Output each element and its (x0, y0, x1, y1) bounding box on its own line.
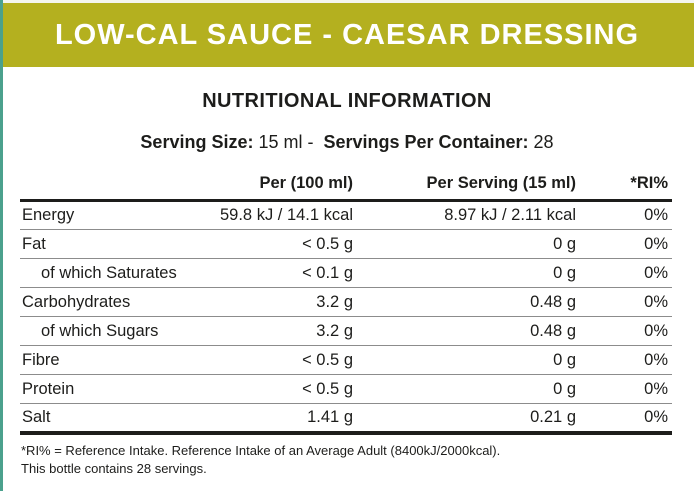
dash-separator: - (307, 132, 314, 152)
per-100ml-value: 3.2 g (316, 321, 353, 340)
per-serving-value: 0 g (553, 263, 576, 282)
table-row-sugars: of which Sugars 3.2 g 0.48 g 0% (20, 317, 672, 346)
column-header-ri-percent: *RI% (630, 174, 668, 192)
servings-per-container-label: Servings Per Container: (323, 132, 529, 152)
column-header-per-100ml: Per (100 ml) (259, 174, 353, 192)
nutrient-label: Fat (22, 234, 46, 253)
ri-percent-value: 0% (644, 206, 668, 224)
nutrient-label: Salt (22, 407, 51, 426)
ri-percent-value: 0% (644, 321, 668, 340)
footnote: *RI% = Reference Intake. Reference Intak… (21, 442, 694, 479)
ri-percent-value: 0% (644, 292, 668, 311)
servings-per-container-value: 28 (533, 132, 554, 152)
per-serving-value: 0 g (553, 234, 576, 253)
per-serving-value: 0.48 g (530, 321, 576, 340)
column-header-nutrient (20, 174, 220, 201)
nutrient-label: Energy (22, 206, 75, 224)
ri-percent-value: 0% (644, 407, 668, 426)
nutrition-facts-table: Per (100 ml) Per Serving (15 ml) *RI% En… (20, 174, 672, 435)
nutrient-label: Fibre (22, 350, 60, 369)
per-serving-value: 0.48 g (530, 292, 576, 311)
nutritional-information-heading: NUTRITIONAL INFORMATION (202, 90, 492, 112)
table-row-fat: Fat < 0.5 g 0 g 0% (20, 230, 672, 259)
per-serving-value: 0 g (553, 379, 576, 398)
table-row-fibre: Fibre < 0.5 g 0 g 0% (20, 346, 672, 375)
product-title: LOW-CAL SAUCE - CAESAR DRESSING (54, 18, 640, 51)
ri-percent-value: 0% (644, 350, 668, 369)
per-100ml-value: 1.41 g (307, 407, 353, 426)
serving-size-value: 15 ml (258, 132, 303, 152)
ri-percent-value: 0% (644, 234, 668, 253)
table-row-saturates: of which Saturates < 0.1 g 0 g 0% (20, 259, 672, 288)
ri-percent-value: 0% (644, 263, 668, 282)
column-header-per-serving: Per Serving (15 ml) (426, 174, 576, 192)
table-row-protein: Protein < 0.5 g 0 g 0% (20, 375, 672, 404)
per-serving-value: 0 g (553, 350, 576, 369)
product-title-banner: LOW-CAL SAUCE - CAESAR DRESSING (0, 3, 694, 67)
footnote-reference-intake: *RI% = Reference Intake. Reference Intak… (21, 442, 501, 458)
serving-size-label: Serving Size: (140, 132, 254, 152)
nutrient-label: Carbohydrates (22, 292, 131, 311)
left-accent-stripe (0, 0, 3, 491)
per-serving-value: 0.21 g (530, 407, 576, 426)
ri-percent-value: 0% (644, 379, 668, 398)
nutrient-label: Protein (22, 379, 75, 398)
nutrient-label: of which Sugars (41, 321, 159, 340)
serving-size-line: Serving Size: 15 ml - Servings Per Containe… (0, 130, 694, 155)
footnote-servings-note: This bottle contains 28 servings. (21, 461, 207, 476)
table-row-carbohydrates: Carbohydrates 3.2 g 0.48 g 0% (20, 288, 672, 317)
per-100ml-value: < 0.5 g (302, 350, 353, 369)
table-header-row: Per (100 ml) Per Serving (15 ml) *RI% (20, 174, 672, 201)
nutrient-label: of which Saturates (41, 263, 177, 282)
table-row-salt: Salt 1.41 g 0.21 g 0% (20, 404, 672, 433)
per-100ml-value: < 0.1 g (302, 263, 353, 282)
per-100ml-value: < 0.5 g (302, 234, 353, 253)
table-row-energy: Energy 59.8 kJ / 14.1 kcal 8.97 kJ / 2.1… (20, 201, 672, 230)
per-100ml-value: < 0.5 g (302, 379, 353, 398)
top-edge-gap (0, 0, 694, 3)
per-100ml-value: 3.2 g (316, 292, 353, 311)
per-serving-value: 8.97 kJ / 2.11 kcal (444, 206, 576, 224)
per-100ml-value: 59.8 kJ / 14.1 kcal (220, 206, 353, 224)
